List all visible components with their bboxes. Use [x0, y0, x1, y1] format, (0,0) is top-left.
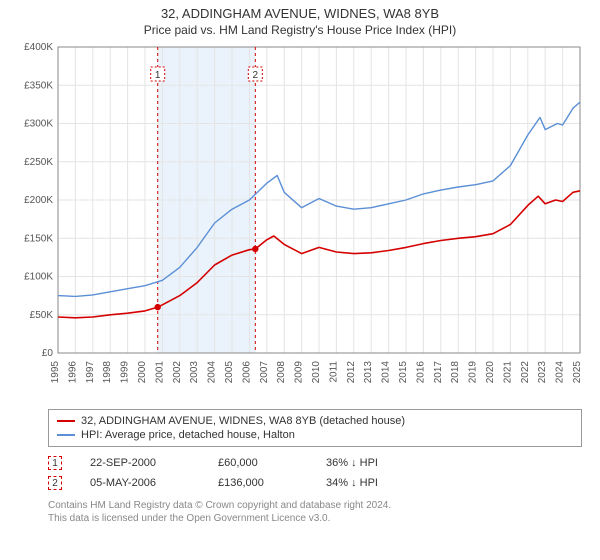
svg-text:1: 1	[155, 70, 161, 81]
svg-text:1999: 1999	[120, 361, 131, 384]
transaction-delta-2: 34% ↓ HPI	[326, 477, 378, 489]
svg-text:1997: 1997	[85, 361, 96, 384]
transaction-row-1: 1 22-SEP-2000 £60,000 36% ↓ HPI	[48, 453, 582, 473]
svg-text:2016: 2016	[415, 361, 426, 384]
svg-text:2006: 2006	[241, 361, 252, 384]
svg-text:2010: 2010	[311, 361, 322, 384]
legend-item-property: 32, ADDINGHAM AVENUE, WIDNES, WA8 8YB (d…	[57, 414, 573, 428]
svg-text:2019: 2019	[468, 361, 479, 384]
svg-text:1995: 1995	[50, 361, 61, 384]
svg-text:2021: 2021	[502, 361, 513, 384]
svg-text:£200K: £200K	[24, 195, 53, 206]
svg-text:£0: £0	[42, 348, 54, 359]
legend-swatch-hpi	[57, 434, 75, 436]
svg-text:2005: 2005	[224, 361, 235, 384]
svg-text:2003: 2003	[189, 361, 200, 384]
attribution-line-1: Contains HM Land Registry data © Crown c…	[48, 499, 582, 512]
svg-text:£400K: £400K	[24, 43, 53, 53]
svg-text:2025: 2025	[572, 361, 583, 384]
transaction-marker-1: 1	[48, 456, 62, 470]
transaction-date-1: 22-SEP-2000	[90, 457, 190, 469]
legend-label-property: 32, ADDINGHAM AVENUE, WIDNES, WA8 8YB (d…	[81, 415, 405, 427]
svg-text:2000: 2000	[137, 361, 148, 384]
chart-subtitle: Price paid vs. HM Land Registry's House …	[0, 21, 600, 43]
svg-text:£50K: £50K	[30, 310, 54, 321]
svg-text:£300K: £300K	[24, 119, 53, 130]
svg-text:2: 2	[253, 70, 259, 81]
transaction-price-1: £60,000	[218, 457, 298, 469]
svg-text:2009: 2009	[294, 361, 305, 384]
svg-text:2023: 2023	[537, 361, 548, 384]
line-chart-svg: £0 £50K £100K £150K £200K £250K £300K £350K £400…	[10, 43, 590, 403]
svg-text:2011: 2011	[328, 361, 339, 383]
transaction-delta-1: 36% ↓ HPI	[326, 457, 378, 469]
svg-text:2017: 2017	[433, 361, 444, 384]
svg-text:2020: 2020	[485, 361, 496, 384]
chart-title: 32, ADDINGHAM AVENUE, WIDNES, WA8 8YB	[0, 0, 600, 21]
svg-text:2015: 2015	[398, 361, 409, 384]
svg-text:2018: 2018	[450, 361, 461, 384]
svg-text:1996: 1996	[67, 361, 78, 384]
svg-text:£150K: £150K	[24, 233, 53, 244]
svg-text:2001: 2001	[154, 361, 165, 384]
svg-text:£350K: £350K	[24, 80, 53, 91]
legend-label-hpi: HPI: Average price, detached house, Halt…	[81, 429, 295, 441]
svg-text:2024: 2024	[555, 361, 566, 384]
legend-swatch-property	[57, 420, 75, 422]
svg-text:£250K: £250K	[24, 157, 53, 168]
svg-text:2004: 2004	[207, 361, 218, 384]
svg-text:2022: 2022	[520, 361, 531, 384]
svg-text:£100K: £100K	[24, 272, 53, 283]
transaction-price-2: £136,000	[218, 477, 298, 489]
svg-text:2013: 2013	[363, 361, 374, 384]
transactions-table: 1 22-SEP-2000 £60,000 36% ↓ HPI 2 05-MAY…	[48, 453, 582, 493]
transaction-row-2: 2 05-MAY-2006 £136,000 34% ↓ HPI	[48, 473, 582, 493]
svg-text:2002: 2002	[172, 361, 183, 384]
transaction-date-2: 05-MAY-2006	[90, 477, 190, 489]
attribution-line-2: This data is licensed under the Open Gov…	[48, 512, 582, 525]
attribution-text: Contains HM Land Registry data © Crown c…	[48, 499, 582, 525]
transaction-marker-2: 2	[48, 476, 62, 490]
svg-text:1998: 1998	[102, 361, 113, 384]
svg-text:2012: 2012	[346, 361, 357, 384]
chart-area: £0 £50K £100K £150K £200K £250K £300K £350K £400…	[10, 43, 590, 403]
svg-text:2008: 2008	[276, 361, 287, 384]
legend-item-hpi: HPI: Average price, detached house, Halt…	[57, 428, 573, 442]
svg-text:2014: 2014	[381, 361, 392, 384]
svg-text:2007: 2007	[259, 361, 270, 384]
legend-box: 32, ADDINGHAM AVENUE, WIDNES, WA8 8YB (d…	[48, 409, 582, 447]
